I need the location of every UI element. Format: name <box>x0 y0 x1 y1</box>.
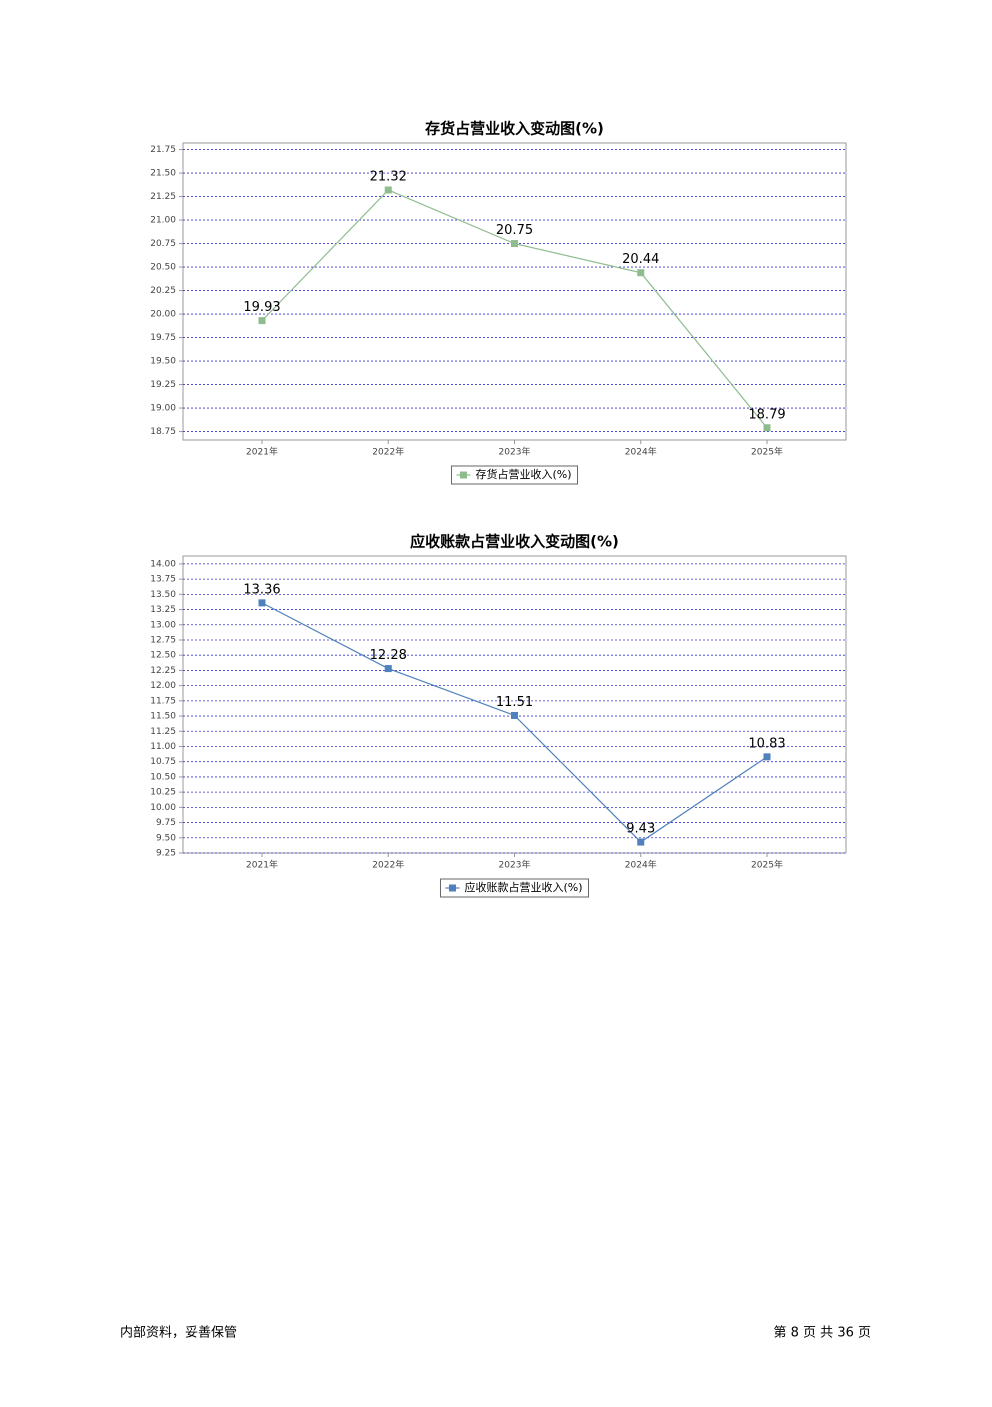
data-point <box>384 186 392 194</box>
data-label: 19.93 <box>243 300 280 315</box>
data-label: 9.43 <box>626 822 655 837</box>
y-tick-label: 12.75 <box>150 635 176 645</box>
data-point <box>258 317 266 325</box>
data-point <box>511 240 518 248</box>
y-tick-label: 13.25 <box>150 605 176 615</box>
y-tick-label: 11.25 <box>150 727 176 737</box>
x-tick-label: 2022年 <box>372 859 404 871</box>
data-point <box>511 711 518 719</box>
data-point <box>763 424 771 432</box>
y-tick-label: 20.00 <box>150 310 176 320</box>
footer-right: 第 8 页 共 36 页 <box>774 1326 871 1341</box>
data-point <box>258 599 266 607</box>
y-tick-label: 11.50 <box>150 712 176 722</box>
y-tick-label: 13.75 <box>150 575 176 585</box>
legend-box <box>439 878 590 898</box>
y-tick-label: 12.00 <box>150 681 176 691</box>
x-tick-label: 2021年 <box>246 859 278 871</box>
data-point <box>384 665 392 673</box>
y-tick-label: 19.75 <box>150 333 176 343</box>
data-label: 12.28 <box>370 648 407 663</box>
plot-area <box>182 142 847 441</box>
y-tick-label: 18.75 <box>150 427 176 437</box>
x-tick-label: 2021年 <box>246 446 278 458</box>
data-label: 18.79 <box>748 407 785 422</box>
data-point <box>637 838 645 846</box>
y-tick-label: 9.50 <box>156 833 176 843</box>
data-point <box>637 269 645 277</box>
y-tick-label: 10.25 <box>150 788 176 798</box>
data-label: 20.44 <box>622 252 659 267</box>
legend-marker <box>448 884 456 892</box>
y-tick-label: 11.75 <box>150 696 176 706</box>
data-label: 11.51 <box>496 695 533 710</box>
x-tick-label: 2023年 <box>499 446 531 458</box>
x-tick-label: 2023年 <box>499 859 531 871</box>
y-tick-label: 21.25 <box>150 192 176 202</box>
y-tick-label: 12.25 <box>150 666 176 676</box>
data-label: 21.32 <box>370 169 407 184</box>
y-tick-label: 14.00 <box>150 559 176 569</box>
y-tick-label: 19.00 <box>150 404 176 414</box>
x-tick-label: 2022年 <box>372 446 404 458</box>
data-point <box>763 753 771 761</box>
data-label: 20.75 <box>496 223 533 238</box>
x-tick-label: 2024年 <box>625 859 657 871</box>
y-tick-label: 21.00 <box>150 216 176 226</box>
chart-title: 存货占营业收入变动图(%) <box>425 120 604 138</box>
y-tick-label: 20.75 <box>150 239 176 249</box>
y-tick-label: 13.00 <box>150 620 176 630</box>
plot-area <box>182 555 847 854</box>
y-tick-label: 9.75 <box>156 818 176 828</box>
y-tick-label: 21.75 <box>150 145 176 155</box>
legend-label: 存货占营业收入(%) <box>475 467 571 481</box>
x-tick-label: 2024年 <box>625 446 657 458</box>
y-tick-label: 9.25 <box>156 849 176 859</box>
y-tick-label: 12.50 <box>150 651 176 661</box>
legend-marker <box>459 471 467 479</box>
y-tick-label: 11.00 <box>150 742 176 752</box>
y-tick-label: 13.50 <box>150 590 176 600</box>
y-tick-label: 19.25 <box>150 380 176 390</box>
y-tick-label: 10.75 <box>150 757 176 767</box>
x-tick-label: 2025年 <box>751 446 783 458</box>
y-tick-label: 21.50 <box>150 169 176 179</box>
y-tick-label: 10.50 <box>150 772 176 782</box>
chart-title: 应收账款占营业收入变动图(%) <box>410 533 619 551</box>
y-tick-label: 10.00 <box>150 803 176 813</box>
data-label: 10.83 <box>748 736 785 751</box>
footer-left: 内部资料，妥善保管 <box>120 1325 237 1341</box>
data-label: 13.36 <box>243 582 280 597</box>
legend-box <box>450 465 579 485</box>
x-tick-label: 2025年 <box>751 859 783 871</box>
legend-label: 应收账款占营业收入(%) <box>464 880 582 894</box>
y-tick-label: 20.25 <box>150 286 176 296</box>
y-tick-label: 19.50 <box>150 357 176 367</box>
y-tick-label: 20.50 <box>150 263 176 273</box>
